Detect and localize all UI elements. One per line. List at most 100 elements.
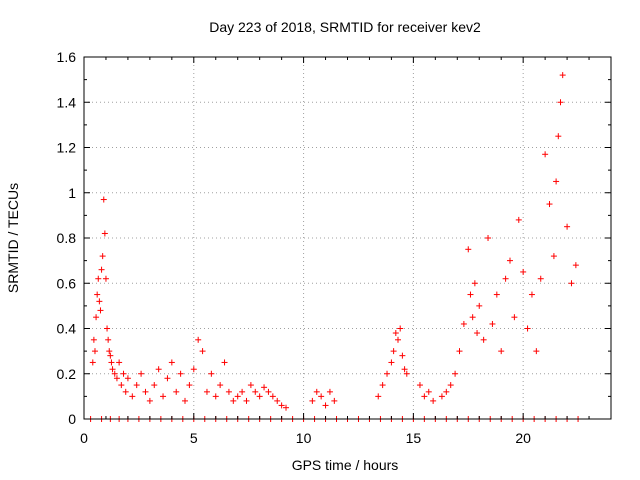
chart-title: Day 223 of 2018, SRMTID for receiver kev… [209,19,481,35]
data-point [542,151,549,158]
data-point [572,262,579,269]
data-point [564,223,571,230]
data-point [109,366,116,373]
marks-layer [87,72,582,422]
data-point [107,352,114,359]
data-point [399,352,406,359]
data-point [120,370,127,377]
data-point [555,133,562,140]
data-point [278,402,285,409]
data-point [138,370,145,377]
data-point [142,388,149,395]
data-point [146,397,153,404]
data-point [559,72,566,79]
data-point [168,359,175,366]
data-point [384,370,391,377]
data-point [511,314,518,321]
data-point [89,359,96,366]
data-point [546,201,553,208]
data-point [524,325,531,332]
data-point [195,336,202,343]
data-point [390,348,397,355]
data-point [111,370,118,377]
data-point [438,393,445,400]
data-point [160,393,167,400]
data-point [416,382,423,389]
data-point [421,393,428,400]
data-point [102,275,109,282]
data-point [515,216,522,223]
data-point [506,257,513,264]
data-point [401,366,408,373]
data-point [99,253,106,260]
data-point [105,336,112,343]
y-tick-label: 1.2 [57,140,77,156]
data-point [425,388,432,395]
data-point [221,359,228,366]
data-point [452,370,459,377]
data-point [331,397,338,404]
data-point [94,291,101,298]
y-tick-label: 0 [68,411,76,427]
data-point [173,388,180,395]
data-point [528,291,535,298]
data-point [274,397,281,404]
data-point [129,393,136,400]
x-axis-label: GPS time / hours [292,457,399,473]
y-tick-label: 1 [68,185,76,201]
data-point [489,320,496,327]
data-point [375,393,382,400]
data-point [247,382,254,389]
data-point [520,268,527,275]
data-point [471,280,478,287]
y-tick-label: 0.6 [57,275,77,291]
data-point [533,348,540,355]
data-point [283,404,290,411]
data-point [550,253,557,260]
data-point [151,382,158,389]
data-point [104,325,111,332]
data-point [97,307,104,314]
data-point [108,359,115,366]
data-point [485,235,492,241]
data-point [91,348,98,355]
data-point [430,397,437,404]
data-point [133,382,140,389]
y-tick-label: 0.2 [57,366,77,382]
data-point [122,388,129,395]
data-point [403,370,410,377]
data-point [265,388,272,395]
data-point [469,314,476,321]
data-point [557,99,564,106]
data-point [113,375,120,382]
data-point [225,388,232,395]
data-point [502,275,509,282]
data-point [177,370,184,377]
data-point [493,291,500,298]
data-point [443,388,450,395]
y-tick-label: 0.8 [57,230,77,246]
y-tick-label: 1.6 [57,49,77,65]
grid-layer [84,57,611,419]
data-point [182,397,189,404]
data-point [322,402,329,409]
data-point [230,397,237,404]
data-point [155,366,162,373]
data-point [553,178,560,185]
data-point [190,366,197,373]
data-point [239,388,246,395]
y-axis-label: SRMTID / TECUs [5,183,21,293]
x-tick-label: 15 [406,430,422,446]
data-point [116,359,123,366]
data-point [124,375,131,382]
data-point [456,348,463,355]
data-point [326,388,333,395]
data-point [568,280,575,287]
data-point [313,388,320,395]
data-point [537,275,544,282]
data-point [243,397,250,404]
data-point [397,325,404,332]
data-point [379,382,386,389]
data-point [164,375,171,382]
